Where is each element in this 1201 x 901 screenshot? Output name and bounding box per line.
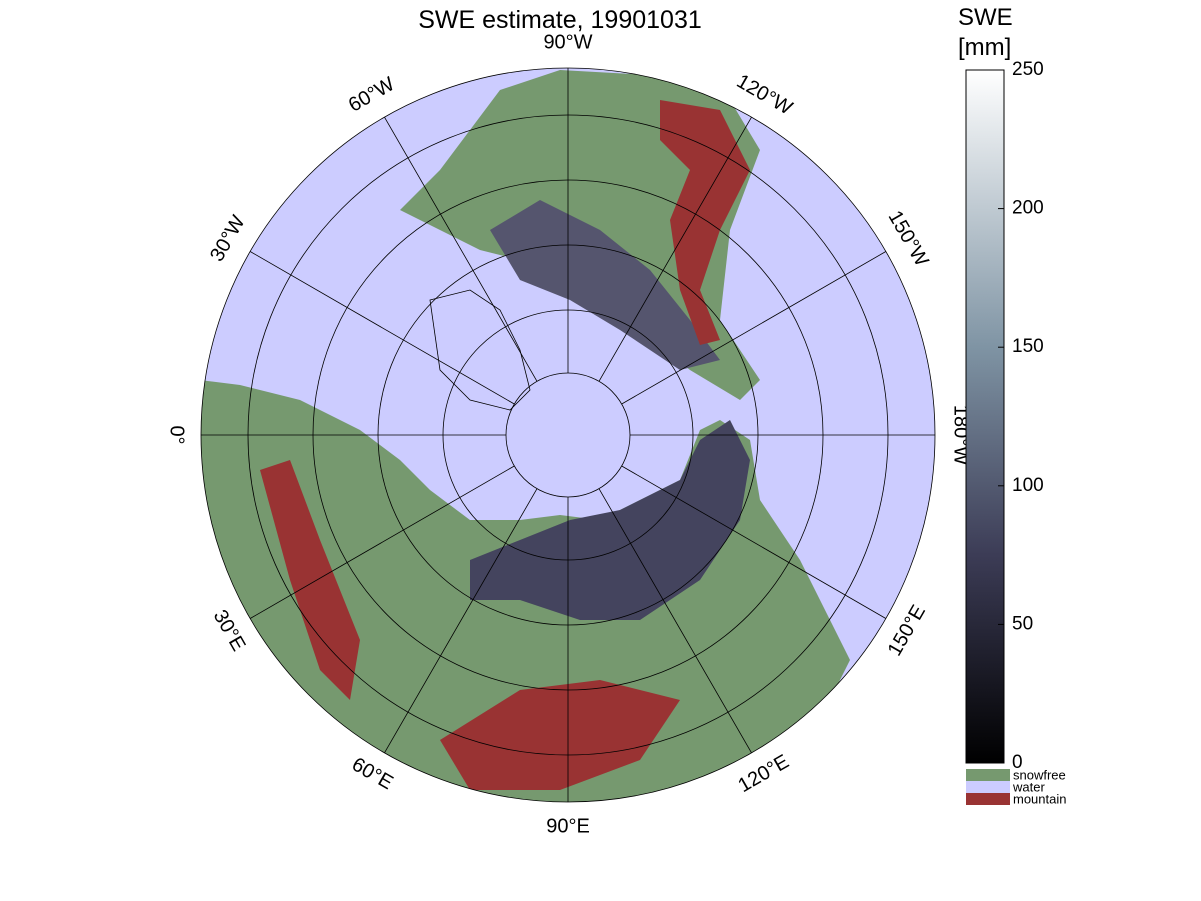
map-disc bbox=[201, 68, 935, 802]
legend-swatch bbox=[966, 769, 1010, 781]
colorbar-tick-label: 250 bbox=[1012, 59, 1044, 80]
meridian-line bbox=[598, 488, 752, 754]
snow-canada bbox=[490, 200, 720, 370]
meridian-line bbox=[249, 251, 515, 405]
colorbar-ticks: 0 50 100 150 200 250 bbox=[998, 59, 1044, 773]
meridian-label: 60°W bbox=[345, 73, 399, 117]
meridian-label: 60°E bbox=[348, 753, 397, 794]
greenland bbox=[429, 289, 531, 411]
snow-siberia bbox=[470, 420, 750, 620]
meridian-label: 90°E bbox=[546, 815, 590, 837]
colorbar bbox=[965, 69, 1005, 764]
meridian-label: 0° bbox=[166, 425, 188, 444]
colorbar-tick-label: 100 bbox=[1012, 475, 1044, 496]
meridian-label: 30°W bbox=[206, 212, 250, 266]
colorbar-tick-label: 200 bbox=[1012, 198, 1044, 219]
meridian-label: 30°E bbox=[209, 606, 250, 655]
graticule bbox=[200, 67, 936, 803]
meridian-line bbox=[249, 465, 515, 619]
meridian-line bbox=[384, 488, 538, 754]
legend-label: water bbox=[1012, 779, 1045, 794]
meridian-line bbox=[621, 465, 887, 619]
meridian-line bbox=[621, 251, 887, 405]
colorbar-tick-label: 0 bbox=[1012, 752, 1023, 773]
colorbar-title: [mm] bbox=[958, 34, 1011, 61]
legend-swatch bbox=[966, 781, 1010, 793]
legend-label: mountain bbox=[1013, 791, 1066, 806]
mountains-asia bbox=[440, 680, 680, 790]
colorbar-title: SWE bbox=[958, 4, 1013, 31]
meridian-line bbox=[598, 116, 752, 382]
meridian-line bbox=[384, 116, 538, 382]
legend-swatch bbox=[966, 793, 1010, 805]
colorbar-tick-label: 50 bbox=[1012, 613, 1033, 634]
legend-label: snowfree bbox=[1013, 767, 1066, 782]
map-title: SWE estimate, 19901031 bbox=[418, 6, 702, 34]
colorbar-tick-label: 150 bbox=[1012, 336, 1044, 357]
meridian-label: 90°W bbox=[543, 31, 592, 53]
mountains-europe bbox=[260, 460, 360, 700]
